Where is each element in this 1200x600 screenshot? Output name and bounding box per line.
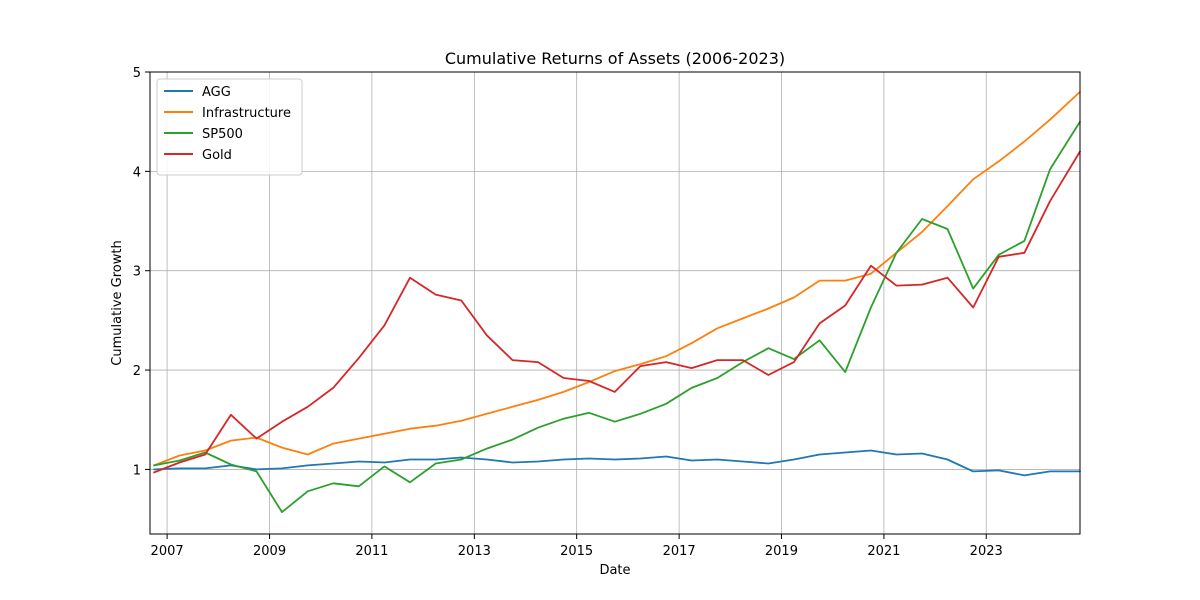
plot-frame bbox=[149, 71, 1081, 535]
x-tick-label: 2009 bbox=[253, 544, 286, 559]
series-line-sp500 bbox=[153, 120, 1081, 513]
legend-label: Gold bbox=[202, 148, 232, 163]
x-tick-label: 2011 bbox=[355, 544, 388, 559]
x-tick-label: 2015 bbox=[560, 544, 593, 559]
legend-label: SP500 bbox=[202, 127, 243, 142]
legend-label: AGG bbox=[202, 85, 231, 100]
y-tick-label: 3 bbox=[133, 265, 141, 280]
series-line-infrastructure bbox=[153, 91, 1081, 467]
series-line-agg bbox=[153, 449, 1081, 477]
x-tick-label: 2007 bbox=[151, 544, 184, 559]
y-axis-label: Cumulative Growth bbox=[110, 240, 125, 365]
legend: AGG Infrastructure SP500 Gold bbox=[156, 78, 303, 176]
x-tick-label: 2023 bbox=[970, 544, 1003, 559]
x-tick-label: 2013 bbox=[458, 544, 491, 559]
chart-title: Cumulative Returns of Assets (2006-2023) bbox=[445, 49, 785, 68]
series-lines bbox=[153, 91, 1081, 513]
axes: 2007 2009 2011 2013 2015 2017 2019 2021 2023 1 2 3 4… bbox=[133, 66, 1003, 559]
y-tick-label: 2 bbox=[133, 364, 141, 379]
y-tick-label: 1 bbox=[133, 463, 141, 478]
y-tick-label: 4 bbox=[133, 165, 141, 180]
x-tick-label: 2017 bbox=[663, 544, 696, 559]
x-axis-label: Date bbox=[599, 563, 630, 578]
series-line-gold bbox=[153, 150, 1081, 474]
legend-label: Infrastructure bbox=[202, 106, 291, 121]
legend-box bbox=[156, 78, 303, 176]
plot-area bbox=[150, 72, 1080, 534]
x-tick-label: 2019 bbox=[765, 544, 798, 559]
y-tick-label: 5 bbox=[133, 66, 141, 81]
x-tick-label: 2021 bbox=[867, 544, 900, 559]
